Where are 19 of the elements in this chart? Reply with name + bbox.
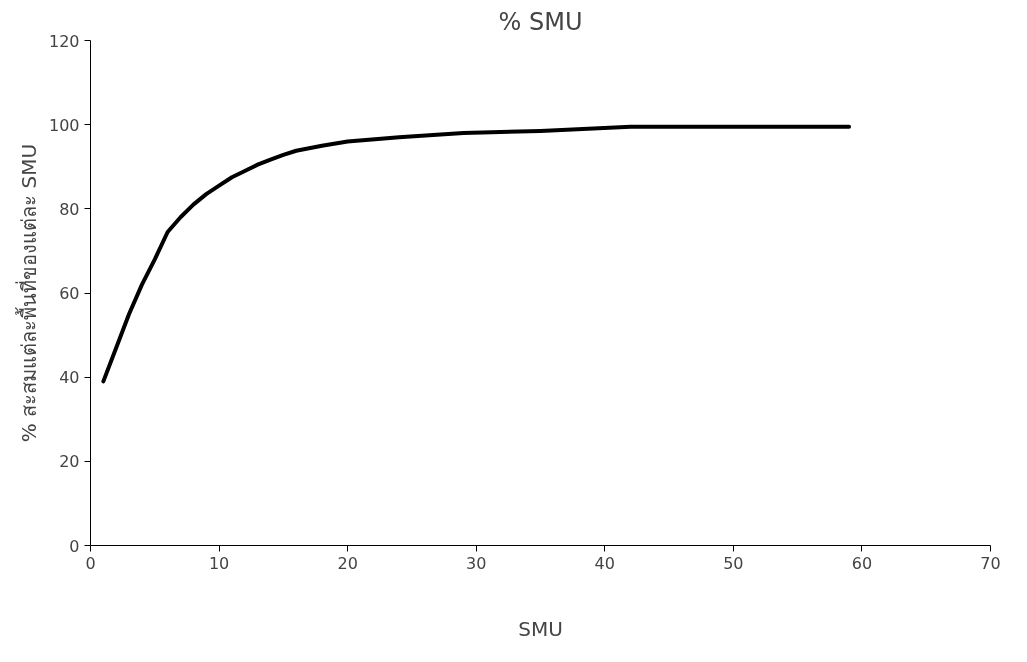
- y-axis-title: % สะสมแต่ละพื้นที่ของแต่ละ SMU: [14, 143, 41, 443]
- line-series: [101, 124, 852, 384]
- chart-title: % SMU: [498, 7, 583, 36]
- x-tick-label: 20: [337, 553, 358, 573]
- y-tick-label: 40: [59, 368, 80, 388]
- x-tick-label: 70: [980, 553, 1001, 573]
- x-tick-label: 10: [208, 553, 230, 573]
- x-tick-label: 0: [85, 553, 96, 573]
- y-tick-label: 120: [48, 31, 80, 51]
- y-tick-label: 80: [59, 199, 80, 219]
- y-tick-label: 100: [48, 115, 80, 135]
- x-axis-title: SMU: [518, 616, 563, 641]
- y-tick-label: 20: [59, 452, 80, 472]
- x-tick-label: 60: [851, 553, 873, 573]
- y-tick-label: 0: [69, 536, 80, 556]
- y-tick-label: 60: [59, 284, 80, 303]
- x-tick-label: 50: [723, 553, 744, 573]
- x-tick-label: 30: [466, 553, 487, 573]
- x-tick-label: 40: [594, 553, 615, 573]
